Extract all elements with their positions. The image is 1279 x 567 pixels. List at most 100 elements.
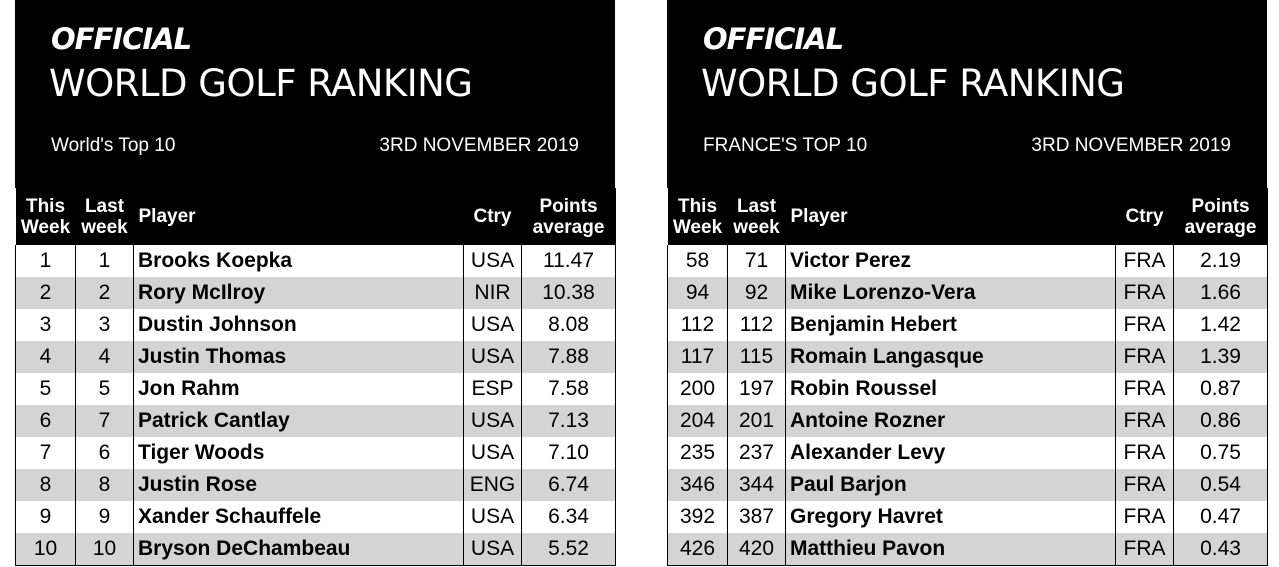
- cell-this-week: 2: [15, 277, 76, 309]
- panel-header: OFFICIAL WORLD GOLF RANKING World's Top …: [15, 0, 615, 188]
- col-header-line: This: [25, 195, 66, 217]
- ranking-date: 3RD NOVEMBER 2019: [1031, 135, 1231, 156]
- cell-points: 0.47: [1173, 501, 1268, 533]
- cell-this-week: 392: [667, 501, 728, 533]
- cell-country: USA: [463, 533, 522, 566]
- cell-player: Dustin Johnson: [133, 309, 464, 341]
- cell-this-week: 10: [15, 533, 76, 566]
- cell-player: Victor Perez: [785, 245, 1116, 277]
- col-header-line: Last: [84, 195, 125, 217]
- col-header-line: Week: [20, 216, 71, 238]
- cell-this-week: 112: [667, 309, 728, 341]
- table-row: 392 387 Gregory Havret FRA 0.47: [667, 501, 1268, 533]
- cell-points: 6.74: [521, 469, 616, 501]
- table-row: 7 6 Tiger Woods USA 7.10: [15, 437, 616, 469]
- cell-player: Xander Schauffele: [133, 501, 464, 533]
- cell-country: ESP: [463, 373, 522, 405]
- table-row: 235 237 Alexander Levy FRA 0.75: [667, 437, 1268, 469]
- cell-country: USA: [463, 501, 522, 533]
- cell-country: USA: [463, 341, 522, 373]
- cell-last-week: 115: [727, 341, 786, 373]
- table-row: 9 9 Xander Schauffele USA 6.34: [15, 501, 616, 533]
- cell-player: Mike Lorenzo-Vera: [785, 277, 1116, 309]
- cell-points: 0.86: [1173, 405, 1268, 437]
- ranking-date: 3RD NOVEMBER 2019: [379, 135, 579, 156]
- cell-last-week: 237: [727, 437, 786, 469]
- col-header-player: Player: [138, 206, 196, 227]
- cell-this-week: 117: [667, 341, 728, 373]
- cell-this-week: 58: [667, 245, 728, 277]
- cell-this-week: 94: [667, 277, 728, 309]
- col-header-points: Points average: [1174, 188, 1268, 245]
- cell-country: FRA: [1115, 341, 1174, 373]
- cell-country: USA: [463, 437, 522, 469]
- col-header-ctry: Ctry: [1125, 206, 1164, 227]
- table-body: 58 71 Victor Perez FRA 2.19 94 92 Mike Lorenzo-…: [667, 245, 1268, 566]
- cell-this-week: 7: [15, 437, 76, 469]
- col-header-line: average: [1184, 216, 1257, 238]
- table-row: 94 92 Mike Lorenzo-Vera FRA 1.66: [667, 277, 1268, 309]
- panel-header: OFFICIAL WORLD GOLF RANKING FRANCE'S TOP…: [667, 0, 1267, 188]
- cell-player: Bryson DeChambeau: [133, 533, 464, 566]
- official-label: OFFICIAL: [51, 22, 192, 56]
- cell-this-week: 346: [667, 469, 728, 501]
- cell-player: Patrick Cantlay: [133, 405, 464, 437]
- cell-country: NIR: [463, 277, 522, 309]
- cell-player: Alexander Levy: [785, 437, 1116, 469]
- cell-points: 1.39: [1173, 341, 1268, 373]
- cell-last-week: 6: [75, 437, 134, 469]
- ranking-title: WORLD GOLF RANKING: [701, 62, 1125, 105]
- cell-points: 0.54: [1173, 469, 1268, 501]
- table-body: 1 1 Brooks Koepka USA 11.47 2 2 Rory McIlroy NIR…: [15, 245, 616, 566]
- col-header-line: Week: [672, 216, 723, 238]
- cell-last-week: 5: [75, 373, 134, 405]
- cell-last-week: 9: [75, 501, 134, 533]
- col-header-line: week: [733, 216, 780, 238]
- cell-last-week: 3: [75, 309, 134, 341]
- france-top10-panel: OFFICIAL WORLD GOLF RANKING FRANCE'S TOP…: [667, 0, 1268, 567]
- cell-last-week: 1: [75, 245, 134, 277]
- table-row: 2 2 Rory McIlroy NIR 10.38: [15, 277, 616, 309]
- cell-points: 2.19: [1173, 245, 1268, 277]
- cell-country: FRA: [1115, 245, 1174, 277]
- table-row: 3 3 Dustin Johnson USA 8.08: [15, 309, 616, 341]
- cell-country: FRA: [1115, 533, 1174, 566]
- cell-country: FRA: [1115, 469, 1174, 501]
- col-header-line: Points: [1191, 195, 1250, 217]
- cell-points: 10.38: [521, 277, 616, 309]
- col-header-ctry: Ctry: [473, 206, 512, 227]
- cell-player: Romain Langasque: [785, 341, 1116, 373]
- cell-this-week: 6: [15, 405, 76, 437]
- table-header-row: This Week Last week Player Ctry Points aver…: [15, 188, 616, 245]
- col-header-this-week: This Week: [16, 188, 76, 245]
- cell-last-week: 4: [75, 341, 134, 373]
- cell-this-week: 9: [15, 501, 76, 533]
- cell-last-week: 10: [75, 533, 134, 566]
- cell-country: FRA: [1115, 373, 1174, 405]
- cell-player: Robin Roussel: [785, 373, 1116, 405]
- cell-country: USA: [463, 405, 522, 437]
- panel-subtitle: FRANCE'S TOP 10: [703, 135, 868, 156]
- panel-subtitle: World's Top 10: [51, 135, 176, 156]
- table-header-row: This Week Last week Player Ctry Points aver…: [667, 188, 1268, 245]
- ranking-table: This Week Last week Player Ctry Points aver…: [667, 188, 1268, 566]
- cell-this-week: 1: [15, 245, 76, 277]
- table-row: 200 197 Robin Roussel FRA 0.87: [667, 373, 1268, 405]
- cell-points: 8.08: [521, 309, 616, 341]
- cell-points: 6.34: [521, 501, 616, 533]
- table-row: 426 420 Matthieu Pavon FRA 0.43: [667, 533, 1268, 566]
- cell-points: 1.66: [1173, 277, 1268, 309]
- cell-player: Benjamin Hebert: [785, 309, 1116, 341]
- cell-points: 11.47: [521, 245, 616, 277]
- cell-country: FRA: [1115, 309, 1174, 341]
- col-header-last-week: Last week: [728, 188, 786, 245]
- cell-last-week: 420: [727, 533, 786, 566]
- world-top10-panel: OFFICIAL WORLD GOLF RANKING World's Top …: [15, 0, 616, 567]
- cell-country: USA: [463, 245, 522, 277]
- cell-country: FRA: [1115, 437, 1174, 469]
- cell-country: FRA: [1115, 501, 1174, 533]
- cell-last-week: 71: [727, 245, 786, 277]
- col-header-line: This: [677, 195, 718, 217]
- cell-last-week: 2: [75, 277, 134, 309]
- cell-this-week: 5: [15, 373, 76, 405]
